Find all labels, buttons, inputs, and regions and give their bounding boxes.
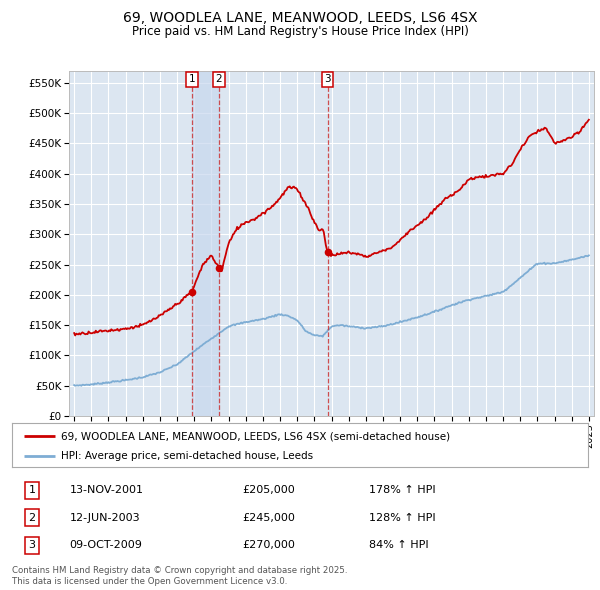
Text: 1: 1 [189,74,196,84]
Text: 69, WOODLEA LANE, MEANWOOD, LEEDS, LS6 4SX: 69, WOODLEA LANE, MEANWOOD, LEEDS, LS6 4… [123,11,477,25]
Text: £245,000: £245,000 [242,513,295,523]
Text: 3: 3 [29,540,35,550]
Text: HPI: Average price, semi-detached house, Leeds: HPI: Average price, semi-detached house,… [61,451,313,461]
Text: 69, WOODLEA LANE, MEANWOOD, LEEDS, LS6 4SX (semi-detached house): 69, WOODLEA LANE, MEANWOOD, LEEDS, LS6 4… [61,431,450,441]
Text: 2: 2 [29,513,36,523]
Text: Price paid vs. HM Land Registry's House Price Index (HPI): Price paid vs. HM Land Registry's House … [131,25,469,38]
Bar [192,71,219,416]
Text: £205,000: £205,000 [242,486,295,495]
Text: 178% ↑ HPI: 178% ↑ HPI [369,486,436,495]
Text: 2: 2 [215,74,222,84]
Text: 84% ↑ HPI: 84% ↑ HPI [369,540,429,550]
Text: 12-JUN-2003: 12-JUN-2003 [70,513,140,523]
Text: 09-OCT-2009: 09-OCT-2009 [70,540,142,550]
Text: This data is licensed under the Open Government Licence v3.0.: This data is licensed under the Open Gov… [12,577,287,586]
Text: 1: 1 [29,486,35,495]
Text: 3: 3 [324,74,331,84]
Text: Contains HM Land Registry data © Crown copyright and database right 2025.: Contains HM Land Registry data © Crown c… [12,566,347,575]
Text: £270,000: £270,000 [242,540,295,550]
Text: 13-NOV-2001: 13-NOV-2001 [70,486,143,495]
Text: 128% ↑ HPI: 128% ↑ HPI [369,513,436,523]
